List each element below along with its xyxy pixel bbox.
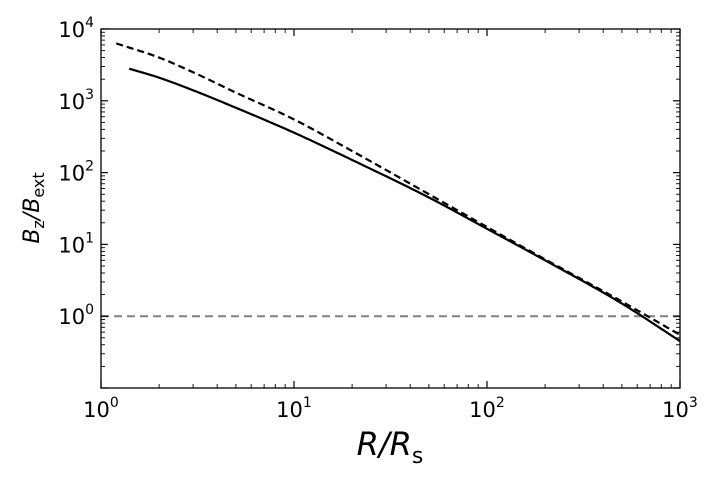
- y-tick-label: 101: [58, 230, 94, 257]
- x-tick-label: 101: [276, 395, 312, 422]
- y-axis-label: Bz/Bext: [20, 172, 48, 243]
- x-axis-label: R/Rs: [357, 425, 424, 469]
- y-axis-label-p2: /B: [20, 198, 45, 223]
- y-tick-label: 104: [58, 15, 94, 42]
- ticks: [100, 28, 681, 389]
- x-axis-label-sub: s: [412, 444, 423, 469]
- y-axis-label-p1: B: [20, 229, 45, 244]
- x-tick-label: 102: [469, 395, 505, 422]
- x-tick-label: 103: [662, 395, 698, 422]
- y-tick-label: 102: [58, 159, 94, 186]
- series-line-dashed: [115, 42, 681, 336]
- x-axis-label-main: R/R: [357, 425, 412, 463]
- y-axis-label-s1: z: [29, 220, 48, 228]
- plot-frame: [100, 28, 681, 389]
- y-axis-label-s2: ext: [29, 172, 48, 197]
- tick-labels: 100 101 102 103 100 101 102 103 104: [58, 15, 697, 422]
- series-line-solid: [128, 67, 681, 343]
- y-tick-label: 103: [58, 87, 94, 114]
- x-tick-label: 100: [83, 395, 119, 422]
- plot-lines: [101, 42, 681, 343]
- y-tick-label: 100: [58, 302, 94, 329]
